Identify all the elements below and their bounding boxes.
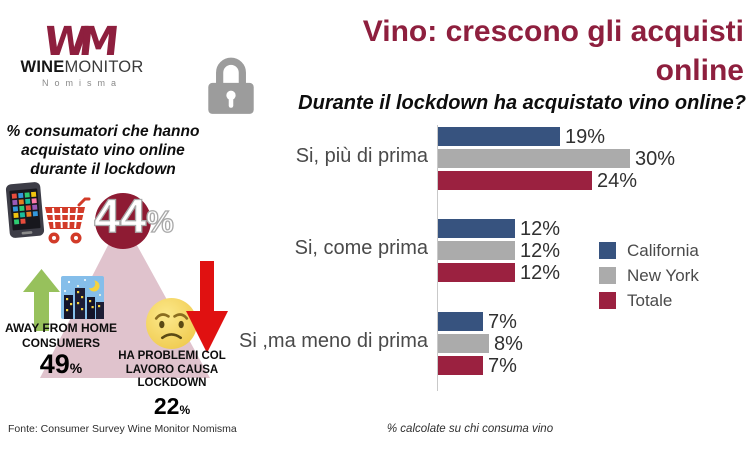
stat-44-percent: %: [146, 203, 175, 239]
bar-value-label: 12%: [520, 262, 561, 284]
chart-legend: California New York Totale: [599, 238, 699, 313]
bar-california: [438, 127, 560, 146]
away-value-number: 49: [39, 349, 70, 379]
away-from-home-value: 49%: [0, 349, 122, 380]
bar-value-label: 24%: [597, 170, 638, 192]
problems-value: 22%: [108, 393, 236, 420]
bar-new-york: [438, 334, 489, 353]
category-label: Si, come prima: [294, 237, 428, 259]
legend-label: Totale: [627, 290, 673, 310]
logo-nomisma-text: Nomisma: [41, 78, 122, 88]
worried-face-icon: [145, 297, 198, 350]
winemonitor-logo-icon: WM: [41, 19, 113, 65]
red-down-arrow-icon: [186, 261, 228, 353]
bar-value-label: 12%: [520, 218, 561, 240]
bar-value-label: 8%: [494, 333, 523, 355]
chart-axis-line: [437, 125, 438, 391]
away-value-percent: %: [69, 360, 83, 376]
bar-value-label: 30%: [635, 148, 676, 170]
away-label-line-1: AWAY FROM HOME: [4, 321, 117, 335]
big-stat-circle: [95, 193, 151, 249]
legend-item: New York: [599, 263, 699, 288]
problems-line-2: LAVORO CAUSA: [125, 363, 219, 376]
bar-new-york: [438, 149, 630, 168]
title-line-1: Vino: crescono gli acquisti: [362, 15, 744, 48]
bar-california: [438, 219, 515, 238]
legend-swatch: [599, 267, 616, 284]
bar-value-label: 19%: [565, 126, 606, 148]
green-up-arrow-icon: [23, 269, 60, 331]
shopping-cart-icon: [39, 195, 93, 247]
problems-line-1: HA PROBLEMI COL: [118, 350, 226, 362]
caption-line-2: acquistato vino online: [21, 142, 185, 159]
legend-label: New York: [627, 265, 699, 285]
caption-line-1: % consumatori che hanno: [6, 123, 200, 140]
bar-new-york: [438, 241, 515, 260]
legend-item: California: [599, 238, 699, 263]
big-stat-value: 44%: [93, 188, 194, 250]
problems-label: HA PROBLEMI COL LAVORO CAUSA LOCKDOWN: [108, 350, 236, 391]
legend-label: California: [627, 240, 699, 260]
chart-footnote: % calcolate su chi consuma vino: [386, 423, 554, 435]
logo-wine-text: WINE: [20, 58, 65, 76]
away-from-home-label: AWAY FROM HOME CONSUMERS: [0, 321, 122, 351]
legend-swatch: [599, 242, 616, 259]
legend-swatch: [599, 292, 616, 309]
problems-value-number: 22: [153, 393, 180, 419]
logo-monitor-text: MONITOR: [64, 58, 144, 76]
stat-44-number: 44: [93, 188, 147, 242]
bar-california: [438, 312, 483, 331]
bar-value-label: 7%: [488, 311, 517, 333]
source-note: Fonte: Consumer Survey Wine Monitor Nomi…: [8, 423, 237, 435]
bar-value-label: 7%: [488, 355, 517, 377]
legend-item: Totale: [599, 288, 699, 313]
bar-totale: [438, 356, 483, 375]
bar-totale: [438, 171, 592, 190]
padlock-icon: [204, 53, 258, 117]
title-line-2: online: [655, 54, 744, 87]
problems-value-percent: %: [179, 403, 191, 417]
bar-totale: [438, 263, 515, 282]
logo-wordmark: WINEMONITOR: [14, 58, 150, 77]
smartphone-icon: [4, 180, 47, 239]
away-label-line-2: CONSUMERS: [21, 336, 100, 350]
category-label: Si ,ma meno di prima: [239, 330, 428, 352]
left-stat-caption: % consumatori che hanno acquistato vino …: [0, 122, 206, 179]
city-night-icon: [61, 276, 104, 319]
problems-line-3: LOCKDOWN: [137, 377, 207, 389]
bar-value-label: 12%: [520, 240, 561, 262]
chart-question-subtitle: Durante il lockdown ha acquistato vino o…: [298, 92, 746, 114]
caption-line-3: durante il lockdown: [30, 161, 176, 178]
page-title: Vino: crescono gli acquisti online: [240, 12, 744, 90]
category-label: Si, più di prima: [295, 145, 428, 167]
